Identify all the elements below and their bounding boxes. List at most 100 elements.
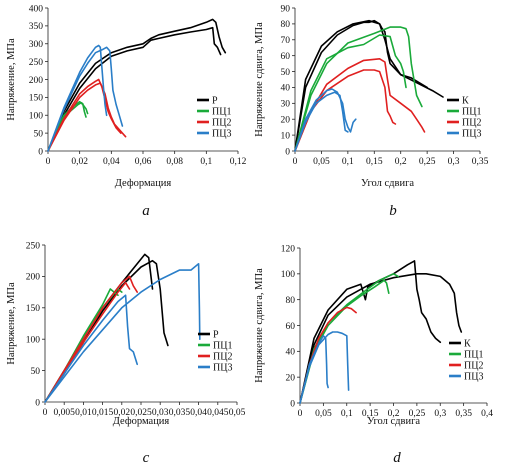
panel-d-y-tick-label: 0	[290, 399, 295, 409]
panel-c-x-tick-label: 0,05	[229, 408, 246, 418]
panel-b-y-tick-label: 20	[281, 116, 291, 126]
panel-d-legend-label: ПЦ2	[464, 361, 483, 372]
panel-b-x-tick-label: 0	[293, 157, 298, 167]
panel-d-x-axis-label: Угол сдвига	[367, 416, 420, 427]
panel-c-y-tick-label: 150	[26, 304, 41, 314]
panel-c-legend-label: ПЦ2	[213, 352, 232, 363]
panel-c-x-tick-label: 0,02	[113, 408, 130, 418]
panel-a-y-tick-label: 350	[29, 22, 44, 32]
panel-d-y-tick-label: 100	[281, 270, 296, 280]
panel-a-y-tick-label: 400	[29, 4, 44, 14]
panel-b-x-tick-label: 0,25	[419, 157, 436, 167]
panel-b-legend-label: ПЦ3	[462, 129, 481, 140]
panel-b-y-tick-label: 40	[281, 84, 291, 94]
panel-b-x-tick-label: 0,2	[395, 157, 407, 167]
panel-a-x-tick-label: 0,1	[200, 157, 212, 167]
panel-a-legend-label: ПЦ2	[212, 118, 231, 129]
panel-d-x-tick-label: 0,35	[455, 409, 472, 419]
panel-d-y-tick-label: 80	[286, 296, 296, 306]
panel-c-x-tick-label: 0,045	[207, 408, 229, 418]
panel-c-letter: c	[143, 450, 150, 466]
panel-a-letter: a	[142, 203, 150, 219]
panel-c-series-line-ПЦ3	[44, 262, 201, 403]
panel-c-x-tick-label: 0,03	[152, 408, 169, 418]
panel-c-x-tick-label: 0,01	[75, 408, 92, 418]
panel-a-legend-label: ПЦ3	[212, 129, 231, 140]
panel-b-legend-label: ПЦ2	[462, 118, 481, 129]
panel-c-x-tick-label: 0,005	[54, 408, 76, 418]
panel-a-x-tick-label: 0,06	[135, 157, 152, 167]
panel-c-legend-label: ПЦ1	[213, 341, 232, 352]
panel-a-x-tick-label: 0,02	[71, 157, 88, 167]
panel-b-series-line-ПЦ3	[294, 91, 349, 152]
panel-c-series-line-ПЦ3	[44, 294, 138, 403]
panel-a-y-tick-label: 50	[34, 129, 44, 139]
panel-c-x-tick-label: 0,025	[130, 408, 152, 418]
panel-b-y-tick-label: 30	[281, 100, 291, 110]
panel-a-series-line-Р	[47, 18, 227, 152]
panel-b-legend-label: К	[462, 96, 469, 107]
panel-b-y-tick-label: 60	[281, 52, 291, 62]
panel-b-x-tick-label: 0,35	[472, 157, 489, 167]
panel-c-series-line-Р	[44, 259, 169, 403]
panel-d-x-tick-label: 0,15	[362, 409, 379, 419]
panel-c-legend-label: Р	[213, 330, 219, 341]
panel-d-y-tick-label: 40	[286, 348, 296, 358]
panel-d-x-tick-label: 0,05	[315, 409, 332, 419]
panel-d-legend-label: ПЦ1	[464, 350, 483, 361]
panel-a-x-tick-label: 0	[46, 157, 51, 167]
panel-a-series-line-Р	[47, 26, 222, 152]
panel-b-legend-label: ПЦ1	[462, 107, 481, 118]
panel-b-series-line-К	[294, 19, 428, 152]
panel-d-y-tick-label: 60	[286, 322, 296, 332]
panel-c-x-tick-label: 0,015	[92, 408, 114, 418]
panel-b-series-line-ПЦ2	[294, 57, 426, 152]
panel-d-series-line-ПЦ3	[299, 334, 329, 404]
panel-d-series-line-К	[299, 272, 463, 404]
panel-d-legend-label: ПЦ3	[464, 372, 483, 383]
panel-a-x-tick-label: 0,12	[230, 157, 247, 167]
panel-c-x-tick-label: 0,04	[190, 408, 207, 418]
panel-b-y-tick-label: 0	[285, 147, 290, 157]
panel-b-y-tick-label: 80	[281, 20, 291, 30]
panel-b-y-tick-label: 50	[281, 68, 291, 78]
panel-c-series-line-ПЦ2	[44, 275, 138, 403]
panel-b-x-axis-label: Угол сдвига	[361, 178, 414, 189]
panel-a-series-line-ПЦ2	[47, 78, 122, 152]
panel-b-series-line-ПЦ1	[294, 34, 407, 152]
panel-a-y-axis-label: Напряжение, МПа	[6, 38, 17, 121]
panel-a-x-axis-label: Деформация	[115, 178, 172, 189]
panel-d-x-tick-label: 0,1	[341, 409, 353, 419]
panel-b-x-tick-label: 0,05	[313, 157, 330, 167]
panel-d-x-tick-label: 0,25	[409, 409, 426, 419]
panel-a-y-tick-label: 250	[29, 58, 44, 68]
panel-b-x-tick-label: 0,3	[448, 157, 460, 167]
panel-a-x-tick-label: 0,08	[166, 157, 183, 167]
panel-d-y-axis-label: Напряжение сдвига, МПа	[254, 268, 265, 383]
panel-d-x-tick-label: 0,2	[388, 409, 400, 419]
panel-c-y-tick-label: 0	[35, 398, 40, 408]
panel-c-y-tick-label: 100	[26, 336, 41, 346]
panel-a-y-tick-label: 100	[29, 112, 44, 122]
panel-b-y-tick-label: 90	[281, 4, 291, 14]
panel-b-series-line-ПЦ1	[294, 26, 423, 152]
panel-a-series-line-ПЦ3	[47, 46, 124, 152]
panel-d-series-line-К	[299, 260, 442, 404]
panel-c-y-axis-label: Напряжение, МПа	[6, 282, 17, 365]
panel-b-y-axis-label: Напряжение сдвига, МПа	[254, 22, 265, 137]
panel-d-y-tick-label: 20	[286, 373, 296, 383]
panel-c-x-tick-label: 0,035	[169, 408, 191, 418]
panel-b-y-tick-label: 10	[281, 131, 291, 141]
panel-a-legend-label: ПЦ1	[212, 107, 231, 118]
panel-b-letter: b	[389, 203, 397, 219]
panel-d-legend-label: К	[464, 339, 471, 350]
panel-c-y-tick-label: 250	[26, 241, 41, 251]
panel-b-y-tick-label: 70	[281, 36, 291, 46]
panel-a-y-tick-label: 300	[29, 40, 44, 50]
panel-d-x-tick-label: 0	[298, 409, 303, 419]
panel-b-x-tick-label: 0,15	[366, 157, 383, 167]
panel-b-series-line-К	[294, 19, 444, 152]
panel-d-letter: d	[393, 450, 401, 466]
panel-a-x-tick-label: 0,04	[103, 157, 120, 167]
